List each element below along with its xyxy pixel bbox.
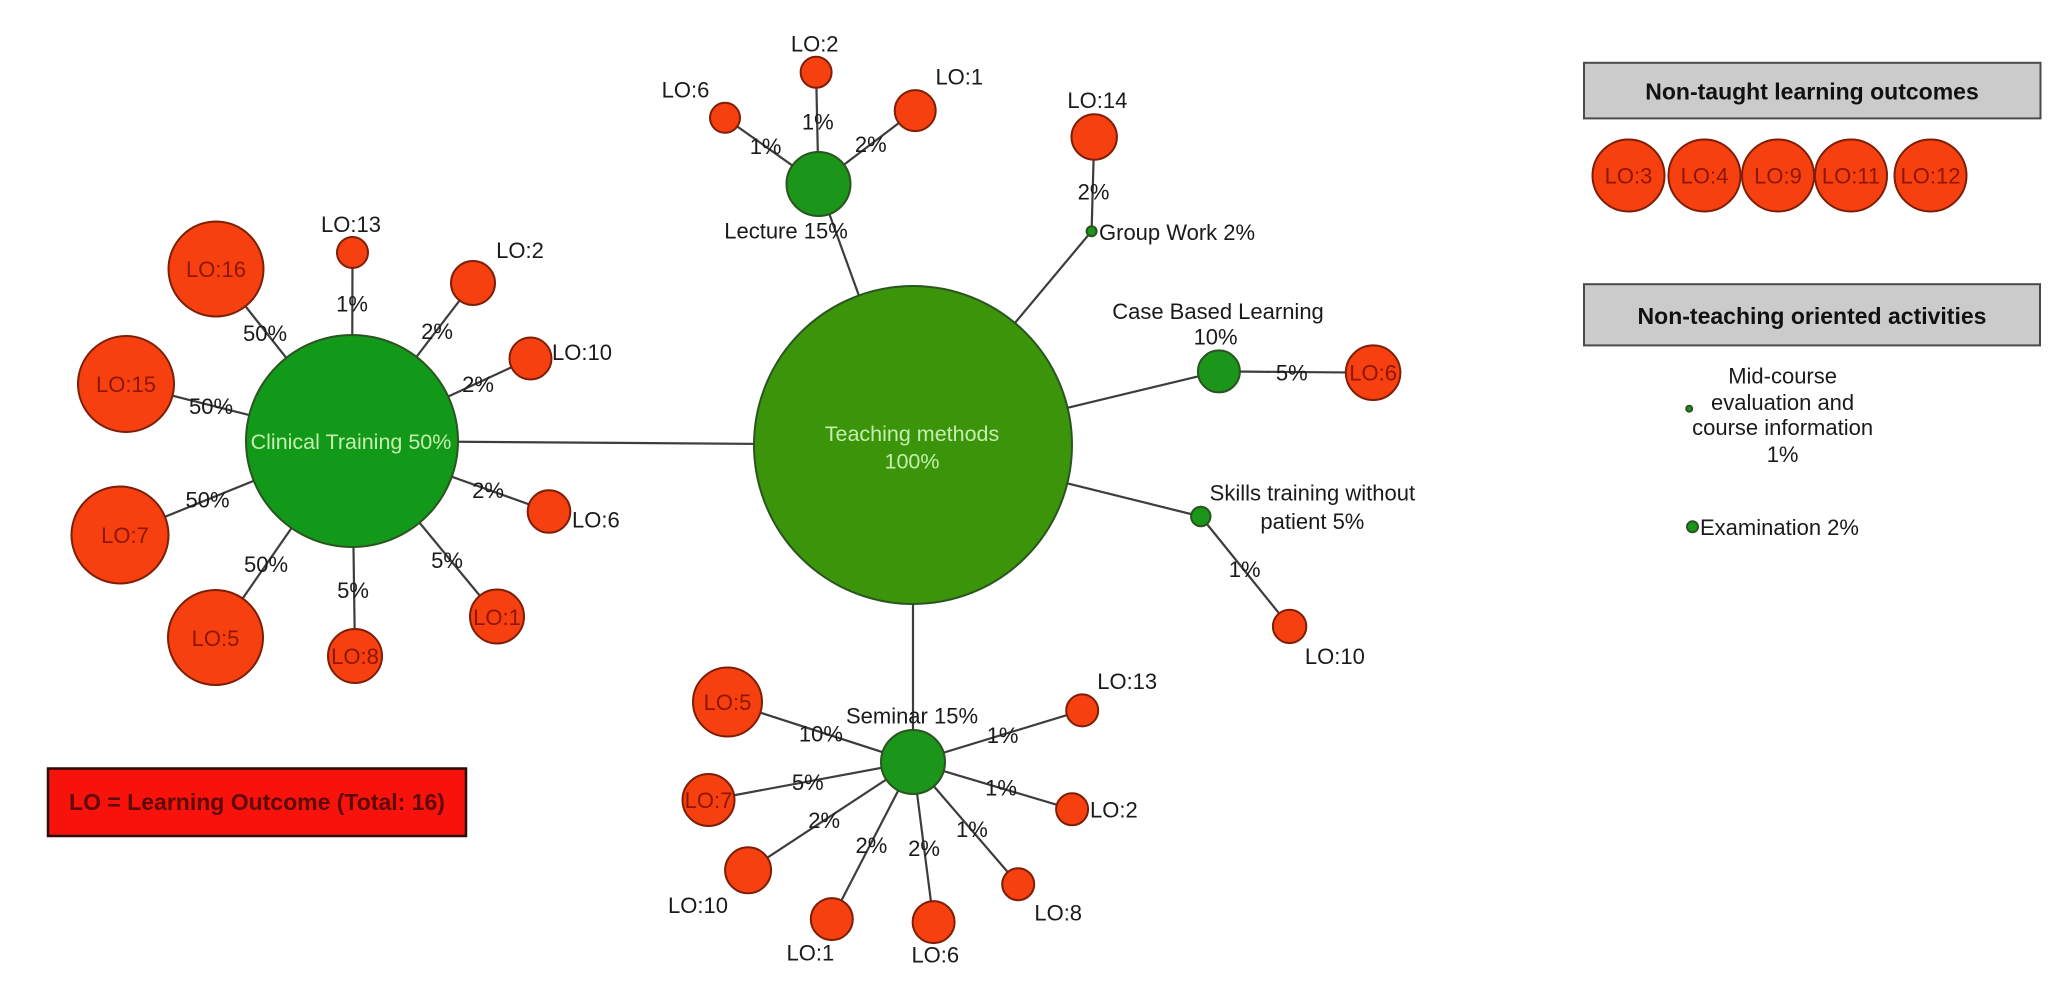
- svg-text:LO:10: LO:10: [668, 893, 728, 918]
- svg-text:2%: 2%: [856, 833, 888, 858]
- svg-text:LO:4: LO:4: [1681, 164, 1729, 189]
- svg-text:Non-teaching oriented activiti: Non-teaching oriented activities: [1638, 303, 1987, 329]
- svg-text:5%: 5%: [1276, 360, 1308, 385]
- svg-text:LO:11: LO:11: [1822, 164, 1880, 189]
- svg-text:50%: 50%: [189, 394, 233, 419]
- svg-text:LO:1: LO:1: [473, 605, 521, 630]
- svg-text:LO:14: LO:14: [1067, 88, 1127, 113]
- svg-text:1%: 1%: [1229, 557, 1261, 582]
- svg-text:course information: course information: [1692, 415, 1873, 440]
- svg-text:1%: 1%: [956, 817, 988, 842]
- svg-text:2%: 2%: [908, 836, 940, 861]
- svg-text:5%: 5%: [792, 770, 824, 795]
- svg-text:10%: 10%: [799, 722, 843, 747]
- svg-text:LO:13: LO:13: [321, 212, 381, 237]
- svg-text:Examination 2%: Examination 2%: [1700, 515, 1859, 540]
- svg-text:50%: 50%: [244, 552, 288, 577]
- svg-text:1%: 1%: [802, 110, 834, 135]
- svg-text:LO:9: LO:9: [1754, 164, 1802, 189]
- svg-text:evaluation and: evaluation and: [1711, 390, 1854, 415]
- svg-text:2%: 2%: [421, 319, 453, 344]
- svg-text:Skills training without: Skills training without: [1210, 480, 1415, 505]
- svg-text:5%: 5%: [431, 548, 463, 573]
- svg-text:LO:6: LO:6: [662, 78, 710, 103]
- svg-text:Seminar 15%: Seminar 15%: [846, 704, 978, 729]
- svg-text:Non-taught learning outcomes: Non-taught learning outcomes: [1645, 79, 1979, 105]
- svg-text:LO:6: LO:6: [572, 508, 620, 533]
- svg-text:1%: 1%: [750, 134, 782, 159]
- svg-text:Teaching methods: Teaching methods: [825, 422, 1000, 446]
- svg-text:LO:13: LO:13: [1097, 669, 1157, 694]
- svg-text:2%: 2%: [462, 372, 494, 397]
- svg-text:Clinical Training 50%: Clinical Training 50%: [251, 430, 452, 454]
- svg-text:1%: 1%: [336, 292, 368, 317]
- svg-text:LO:7: LO:7: [685, 788, 733, 813]
- svg-text:1%: 1%: [985, 776, 1017, 801]
- svg-text:LO:5: LO:5: [192, 626, 240, 651]
- svg-text:100%: 100%: [885, 450, 940, 474]
- svg-text:Case Based Learning: Case Based Learning: [1112, 299, 1324, 324]
- svg-text:patient 5%: patient 5%: [1260, 509, 1364, 534]
- svg-text:LO:2: LO:2: [1090, 797, 1138, 822]
- svg-text:1%: 1%: [987, 723, 1019, 748]
- svg-text:Lecture 15%: Lecture 15%: [724, 219, 848, 244]
- svg-text:LO:6: LO:6: [911, 942, 959, 967]
- svg-text:2%: 2%: [855, 132, 887, 157]
- svg-text:Group Work 2%: Group Work 2%: [1099, 220, 1255, 245]
- svg-text:LO:3: LO:3: [1605, 164, 1653, 189]
- svg-text:5%: 5%: [337, 578, 369, 603]
- svg-text:2%: 2%: [808, 808, 840, 833]
- svg-text:LO:6: LO:6: [1349, 361, 1397, 386]
- svg-text:LO:10: LO:10: [552, 340, 612, 365]
- svg-text:10%: 10%: [1194, 324, 1238, 349]
- svg-text:LO:8: LO:8: [1034, 900, 1082, 925]
- svg-text:LO:1: LO:1: [787, 940, 835, 965]
- svg-text:50%: 50%: [243, 321, 287, 346]
- svg-text:2%: 2%: [472, 478, 504, 503]
- svg-text:LO:7: LO:7: [101, 523, 149, 548]
- svg-text:LO:8: LO:8: [331, 644, 379, 669]
- svg-text:LO:12: LO:12: [1901, 164, 1961, 189]
- svg-text:2%: 2%: [1078, 180, 1110, 205]
- svg-text:LO:2: LO:2: [791, 31, 839, 56]
- svg-text:LO = Learning Outcome (Total:: LO = Learning Outcome (Total: 16): [69, 789, 445, 815]
- svg-text:50%: 50%: [185, 488, 229, 513]
- svg-text:1%: 1%: [1767, 442, 1799, 467]
- svg-text:Mid-course: Mid-course: [1728, 364, 1837, 389]
- svg-text:LO:5: LO:5: [704, 690, 752, 715]
- svg-text:LO:15: LO:15: [96, 372, 156, 397]
- svg-text:LO:2: LO:2: [496, 238, 544, 263]
- svg-text:LO:16: LO:16: [186, 257, 246, 282]
- svg-text:LO:10: LO:10: [1305, 644, 1365, 669]
- svg-text:LO:1: LO:1: [935, 64, 983, 89]
